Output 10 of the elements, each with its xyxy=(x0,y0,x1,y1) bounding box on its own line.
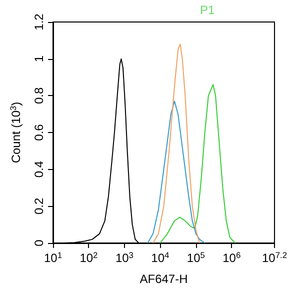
y-tick-label: 0.6 xyxy=(32,124,46,141)
y-axis-title: Count (103) xyxy=(8,102,23,164)
x-axis-title: AF647-H xyxy=(140,272,188,286)
y-tick-label: 1.2 xyxy=(32,13,46,30)
y-tick-label: 0.2 xyxy=(32,198,46,215)
y-tick-label: 0.8 xyxy=(32,87,46,104)
y-tick-label: 0.4 xyxy=(32,160,46,178)
text: P1 xyxy=(200,3,216,17)
y-tick-label: 0 xyxy=(32,239,46,246)
y-tick-label: 1 xyxy=(32,55,46,62)
